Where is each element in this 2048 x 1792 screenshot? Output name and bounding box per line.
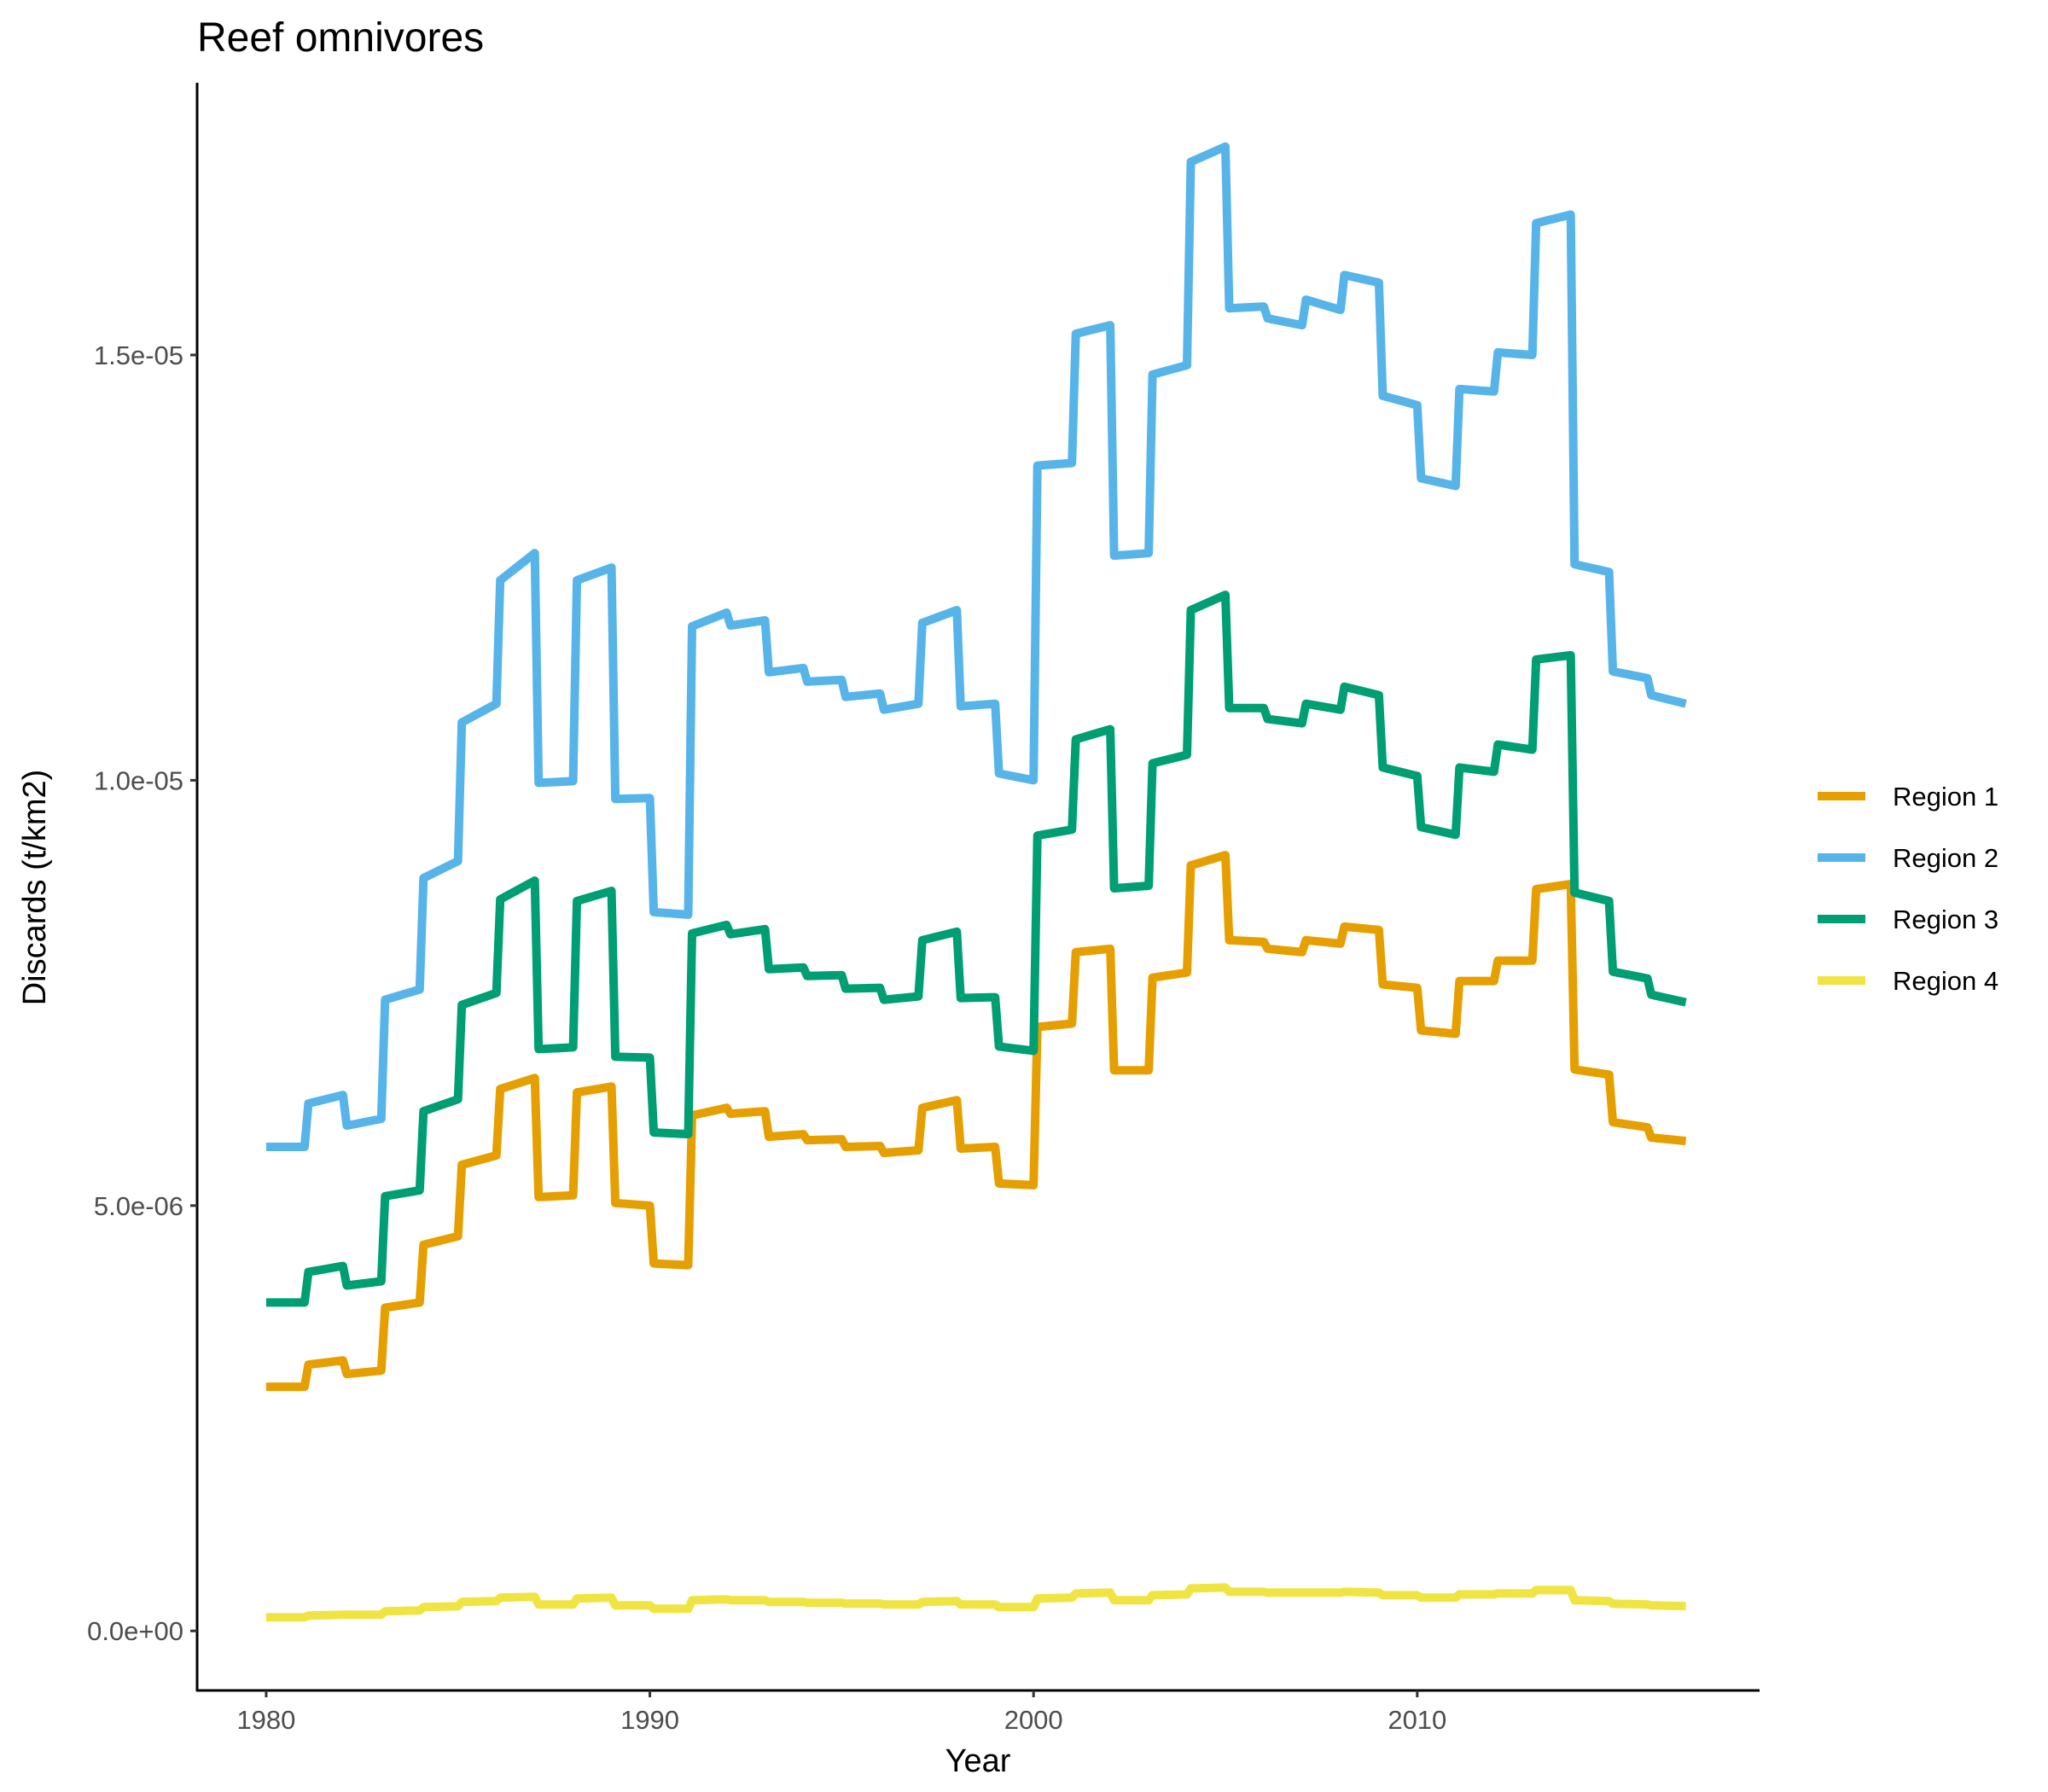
legend-label-region-1: Region 1 — [1893, 782, 1999, 812]
y-axis-title: Discards (t/km2) — [17, 770, 53, 1006]
y-tick-label: 5.0e-06 — [94, 1191, 183, 1221]
x-tick-label: 1990 — [620, 1705, 679, 1735]
x-axis-title: Year — [945, 1743, 1011, 1779]
x-tick-label: 2000 — [1004, 1705, 1063, 1735]
series-line-region-1 — [265, 851, 1687, 1392]
x-tick-label: 1980 — [236, 1705, 295, 1735]
legend: Region 1 Region 2 Region 3 Region 4 — [1818, 782, 1999, 996]
x-tick-label: 2010 — [1388, 1705, 1446, 1735]
legend-label-region-4: Region 4 — [1893, 966, 1999, 996]
y-tick-label: 1.0e-05 — [94, 765, 183, 795]
y-tick-label: 1.5e-05 — [94, 340, 183, 370]
series-line-region-4 — [265, 1583, 1686, 1622]
y-axis-ticks: 0.0e+00 5.0e-06 1.0e-05 1.5e-05 — [87, 340, 197, 1646]
series-line-region-2 — [265, 142, 1687, 1151]
series-line-region-3 — [265, 591, 1687, 1307]
series-layer — [265, 142, 1687, 1622]
legend-label-region-2: Region 2 — [1893, 843, 1999, 873]
chart-title: Reef omnivores — [197, 15, 484, 61]
y-tick-label: 0.0e+00 — [87, 1616, 183, 1646]
legend-label-region-3: Region 3 — [1893, 905, 1999, 934]
x-axis-ticks: 1980 1990 2000 2010 — [236, 1690, 1446, 1735]
